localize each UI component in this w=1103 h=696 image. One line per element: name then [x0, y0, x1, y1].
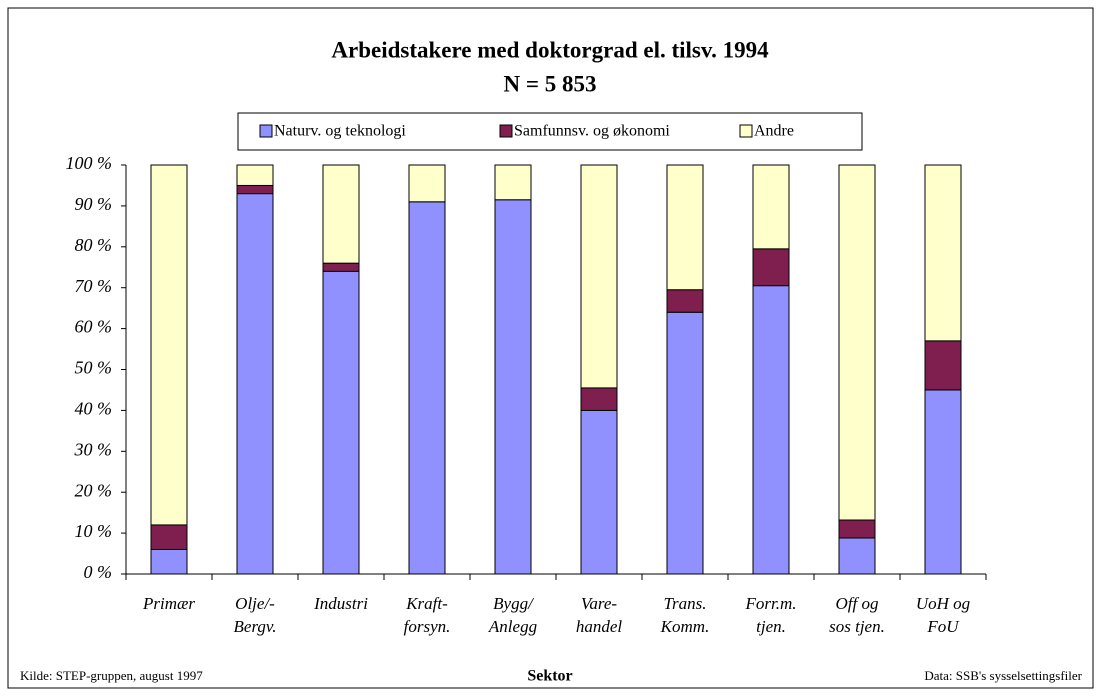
- bar-segment: [322, 262, 360, 272]
- bar-segment: [494, 199, 532, 575]
- x-tick-label: Off og sos tjen.: [829, 594, 885, 636]
- bar-segment: [236, 193, 274, 575]
- y-tick-label: 80 %: [75, 235, 113, 255]
- x-tick-label: Forr.m. tjen.: [745, 594, 797, 636]
- x-axis-label: Sektor: [527, 668, 572, 685]
- bar-segment: [924, 164, 962, 342]
- x-tick-label: Bygg/ Anlegg: [488, 594, 538, 636]
- x-tick-label: Kraft- forsyn.: [403, 594, 451, 636]
- y-tick-label: 70 %: [75, 276, 113, 296]
- bar-segment: [150, 548, 188, 575]
- legend-label: Andre: [754, 123, 794, 140]
- y-tick-label: 30 %: [74, 439, 113, 459]
- bar-segment: [236, 184, 274, 195]
- bar-segment: [322, 164, 360, 264]
- bar-segment: [752, 285, 790, 575]
- bar-segment: [580, 387, 618, 411]
- chart-subtitle: N = 5 853: [504, 71, 597, 96]
- source-left: Kilde: STEP-gruppen, august 1997: [20, 668, 203, 683]
- legend-label: Naturv. og teknologi: [274, 123, 406, 140]
- legend-box: [237, 112, 863, 151]
- bar-segment: [752, 248, 790, 287]
- bar-segment: [322, 270, 360, 575]
- bar-segment: [580, 409, 618, 575]
- chart-title: Arbeidstakere med doktorgrad el. tilsv. …: [331, 37, 769, 62]
- x-tick-label: Vare- handel: [575, 594, 623, 636]
- y-tick-label: 20 %: [75, 480, 113, 500]
- bar-segment: [838, 537, 876, 575]
- y-tick-label: 50 %: [75, 358, 113, 378]
- y-tick-label: 100 %: [66, 153, 113, 173]
- bar-segment: [408, 164, 446, 203]
- bar-segment: [150, 164, 188, 526]
- bar-segment: [838, 519, 876, 539]
- legend-swatch: [499, 124, 513, 138]
- bar-segment: [150, 524, 188, 550]
- y-tick-label: 60 %: [75, 317, 113, 337]
- bar-segment: [236, 164, 274, 186]
- bar-segment: [494, 164, 532, 201]
- bar-segment: [666, 311, 704, 575]
- x-tick-label: UoH og FoU: [915, 594, 971, 636]
- bar-segment: [752, 164, 790, 250]
- x-tick-label: Primær: [143, 594, 195, 613]
- bar-segment: [580, 164, 618, 389]
- legend-label: Samfunnsv. og økonomi: [514, 123, 670, 140]
- bar-segment: [666, 289, 704, 313]
- y-tick-label: 40 %: [75, 399, 113, 419]
- bar-segment: [408, 201, 446, 575]
- legend-swatch: [739, 124, 753, 138]
- bar-segment: [924, 389, 962, 575]
- bar-segment: [924, 340, 962, 391]
- frame: [7, 7, 1094, 689]
- y-tick-label: 0 %: [84, 562, 113, 582]
- source-right: Data: SSB's sysselsettingsfiler: [924, 668, 1082, 683]
- x-tick-label: Industri: [314, 594, 368, 613]
- y-tick-label: 90 %: [75, 194, 113, 214]
- y-tick-label: 10 %: [75, 521, 113, 541]
- x-tick-label: Trans. Komm.: [660, 594, 710, 636]
- x-tick-label: Olje/- Bergv.: [233, 594, 277, 636]
- bar-segment: [838, 164, 876, 521]
- legend-swatch: [259, 124, 273, 138]
- bar-segment: [666, 164, 704, 291]
